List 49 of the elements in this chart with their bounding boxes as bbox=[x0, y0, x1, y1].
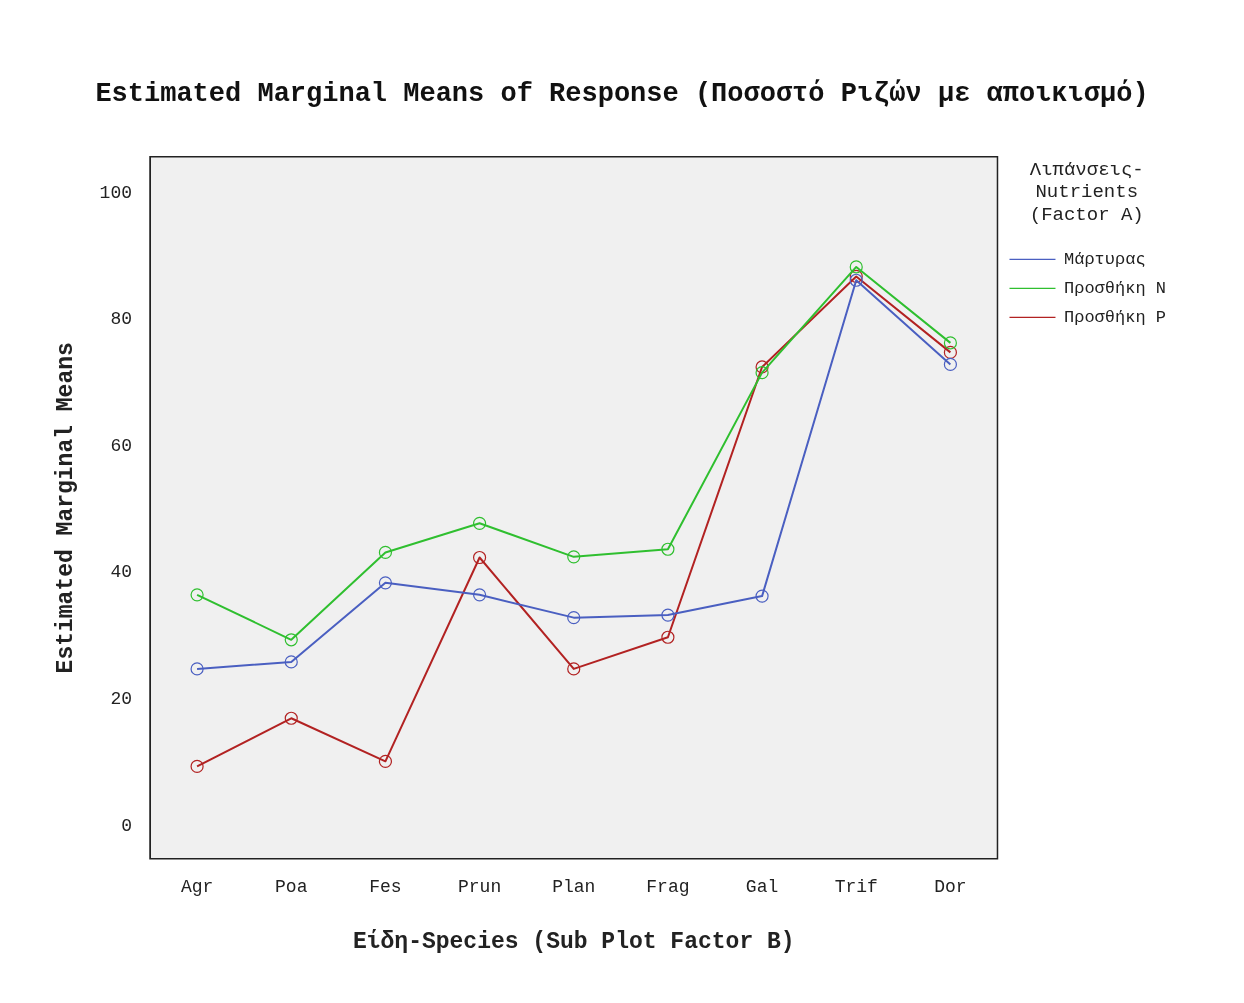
x-tick-label: Trif bbox=[834, 877, 878, 898]
y-axis-title: Estimated Marginal Means bbox=[52, 342, 79, 674]
y-tick-label: 60 bbox=[110, 435, 133, 456]
x-tick-label: Gal bbox=[745, 877, 779, 898]
point bbox=[943, 345, 957, 359]
point bbox=[284, 633, 298, 647]
point bbox=[661, 542, 675, 556]
x-tick-label: Plan bbox=[552, 877, 596, 898]
y-tick-label: 40 bbox=[110, 562, 133, 583]
point bbox=[943, 336, 957, 350]
point bbox=[472, 550, 487, 565]
x-axis-title: Είδη-Species (Sub Plot Factor B) bbox=[352, 929, 795, 955]
y-tick-label: 100 bbox=[99, 182, 133, 203]
legend-label: Μάρτυρας bbox=[1063, 249, 1146, 269]
point bbox=[378, 545, 393, 560]
point bbox=[849, 269, 863, 284]
point bbox=[661, 608, 675, 622]
point bbox=[190, 662, 204, 676]
point bbox=[661, 630, 675, 644]
x-tick-label: Poa bbox=[275, 877, 308, 898]
point bbox=[472, 516, 487, 530]
point bbox=[567, 611, 581, 625]
y-tick-label: 20 bbox=[110, 689, 133, 710]
point bbox=[567, 662, 581, 676]
point bbox=[755, 366, 769, 380]
x-tick-label: Fes bbox=[369, 877, 402, 898]
y-tick-label: 80 bbox=[110, 309, 133, 330]
point bbox=[378, 754, 393, 768]
x-tick-label: Prun bbox=[457, 877, 502, 898]
legend-label: Προσθήκη P bbox=[1063, 307, 1167, 327]
point bbox=[378, 576, 393, 590]
chart-title: Estimated Marginal Means of Response (Ποσοστό Ριζών με αποικισμό) bbox=[94, 78, 1150, 110]
point bbox=[849, 260, 863, 274]
point bbox=[284, 711, 298, 725]
point bbox=[190, 588, 204, 602]
x-tick-label: Dor bbox=[934, 877, 967, 898]
point bbox=[755, 589, 769, 603]
y-tick-label: 0 bbox=[121, 815, 133, 836]
point bbox=[567, 550, 581, 564]
x-tick-label: Frag bbox=[646, 877, 690, 898]
legend-title: Λιπάνσεις-Nutrients (Factor A) bbox=[1029, 158, 1144, 227]
point bbox=[190, 759, 204, 773]
point bbox=[849, 273, 863, 287]
point bbox=[755, 360, 769, 374]
point bbox=[472, 588, 487, 602]
point bbox=[943, 357, 957, 372]
point bbox=[284, 655, 298, 669]
x-tick-label: Agr bbox=[180, 877, 214, 898]
legend-label: Προσθήκη N bbox=[1063, 278, 1167, 298]
